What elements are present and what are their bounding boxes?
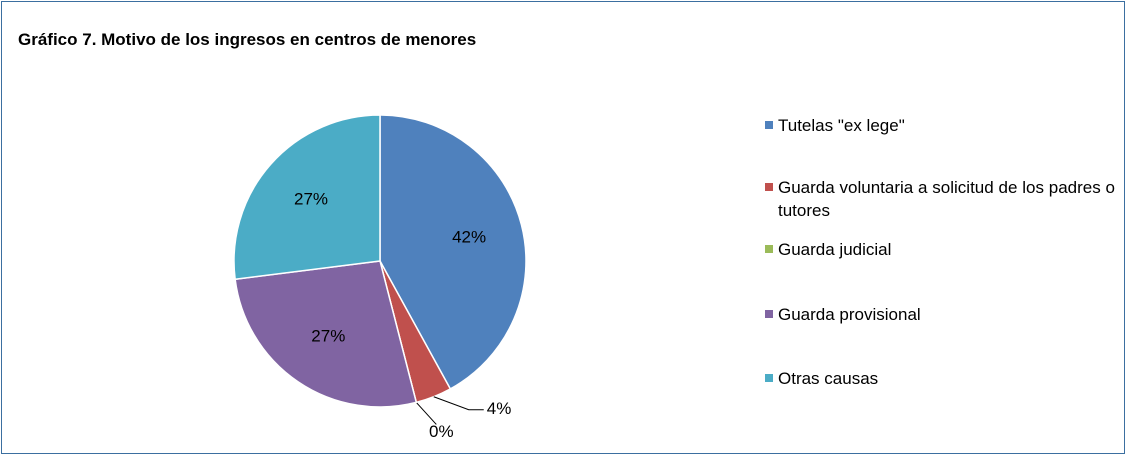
- data-label: 4%: [487, 399, 512, 418]
- legend-swatch: [765, 183, 773, 191]
- legend-swatch: [765, 374, 773, 382]
- legend-swatch: [765, 245, 773, 253]
- legend-item: Otras causas: [765, 367, 1115, 390]
- legend-item: Guarda provisional: [765, 303, 1115, 326]
- data-label: 27%: [294, 190, 328, 209]
- data-label: 0%: [429, 422, 454, 441]
- legend-label: Otras causas: [778, 369, 879, 388]
- leader-line: [415, 402, 437, 425]
- data-label: 27%: [311, 327, 345, 346]
- legend-item: Tutelas "ex lege": [765, 114, 1115, 137]
- legend-label: Guarda provisional: [778, 305, 921, 324]
- pie-slice: [234, 260, 418, 408]
- legend-item: Guarda voluntaria a solicitud de los pad…: [765, 176, 1115, 222]
- pie-slice: [233, 114, 381, 281]
- legend-label: Guarda voluntaria a solicitud de los pad…: [778, 178, 1115, 220]
- legend-label: Guarda judicial: [778, 240, 892, 259]
- legend-label: Tutelas "ex lege": [778, 116, 905, 135]
- legend-item: Guarda judicial: [765, 238, 1115, 261]
- pie-slice: [379, 114, 527, 390]
- leader-line: [433, 396, 484, 411]
- legend-swatch: [765, 121, 773, 129]
- data-label: 42%: [452, 228, 486, 247]
- chart-title: Gráfico 7. Motivo de los ingresos en cen…: [18, 30, 477, 49]
- legend-swatch: [765, 310, 773, 318]
